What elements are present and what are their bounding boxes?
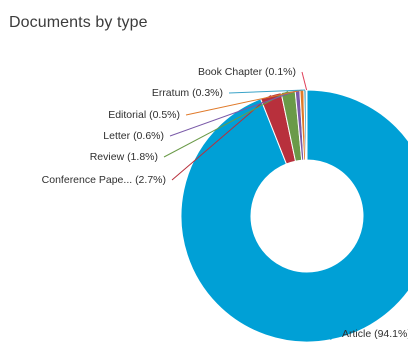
slice-label-6: Book Chapter (0.1%) [198, 66, 296, 78]
slice-label-3: Letter (0.6%) [103, 130, 164, 142]
leader-line-2 [163, 90, 289, 158]
slice-label-4: Editorial (0.5%) [108, 109, 180, 121]
slice-label-0: Article (94.1%) [342, 328, 408, 340]
leader-line-5 [228, 89, 306, 94]
slice-label-2: Review (1.8%) [90, 151, 158, 163]
leader-line-6 [301, 71, 308, 91]
slice-label-5: Erratum (0.3%) [152, 87, 223, 99]
slice-6[interactable] [305, 89, 308, 161]
leader-line-3 [169, 89, 298, 137]
leader-line-0 [330, 330, 337, 341]
slice-label-1: Conference Pape... (2.7%) [42, 174, 166, 186]
slice-0[interactable] [180, 89, 408, 343]
leader-line-4 [185, 89, 302, 116]
chart-title: Documents by type [9, 14, 148, 31]
